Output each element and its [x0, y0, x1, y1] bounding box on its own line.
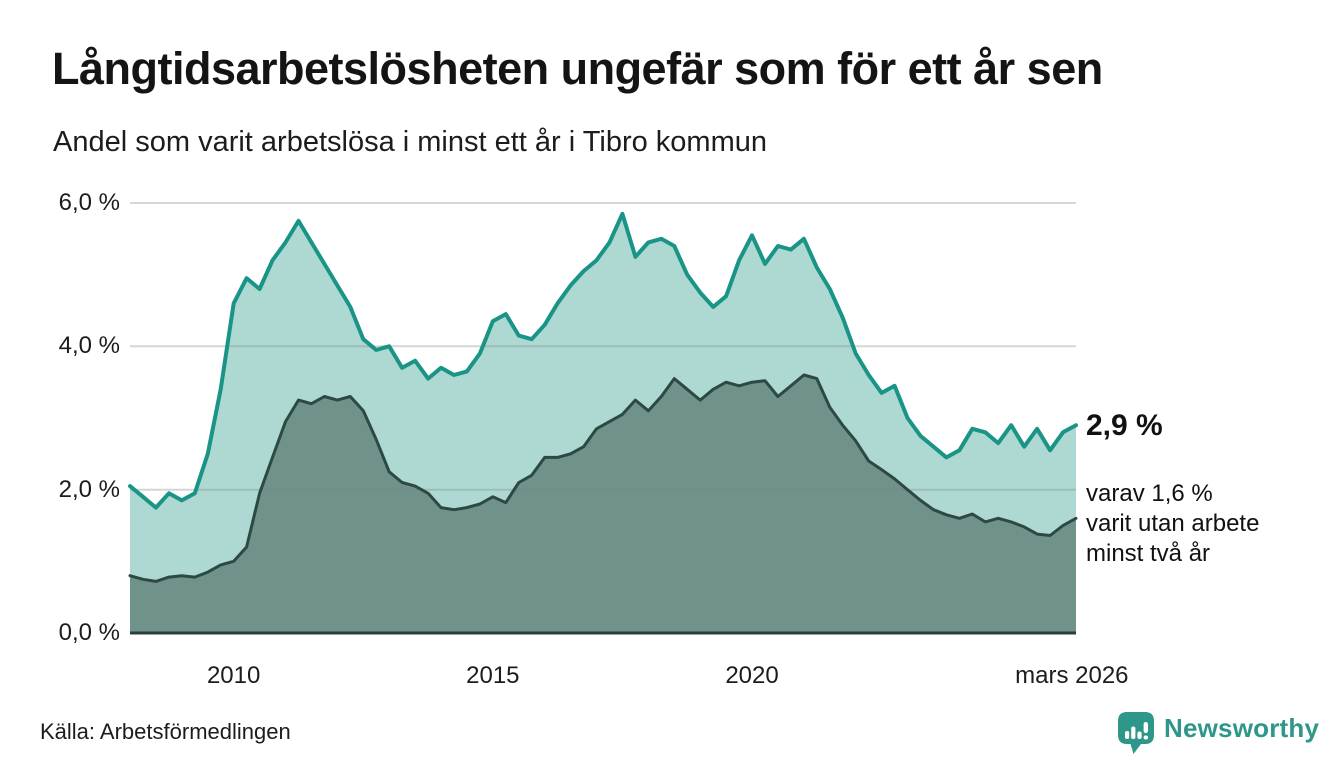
breakdown-annotation-line: minst två år — [1086, 540, 1211, 567]
line-minst-ett-ar — [128, 211, 1078, 510]
source-attribution: Källa: Arbetsförmedlingen — [40, 719, 291, 744]
breakdown-annotation-line: varav 1,6 % — [1086, 480, 1213, 507]
x-tick-label-2020: 2020 — [725, 662, 779, 689]
breakdown-annotation: varav 1,6 % varit utan arbete minst två år — [1086, 479, 1259, 569]
latest-value-label: 2,9 % — [1086, 409, 1163, 442]
x-tick-label-2010: 2010 — [206, 662, 261, 689]
chart-subtitle: Andel som varit arbetslösa i minst ett å… — [53, 126, 767, 158]
y-tick-label-6: 6,0 % — [58, 189, 120, 216]
line-minst-tva-ar — [128, 373, 1078, 583]
chart-title: Långtidsarbetslösheten ungefär som för e… — [52, 43, 1103, 94]
area-fills — [130, 213, 1076, 634]
gridlines — [130, 202, 1076, 491]
y-tick-label-0: 0,0 % — [58, 619, 120, 646]
newsworthy-logo-text: Newsworthy — [1164, 713, 1320, 743]
x-tick-label-2015: 2015 — [466, 662, 520, 689]
fill-minst-tva-ar — [130, 375, 1076, 633]
y-tick-label-4: 4,0 % — [58, 332, 120, 360]
newsworthy-logo-icon — [1118, 712, 1154, 754]
newsworthy-logo: Newsworthy — [1117, 711, 1319, 755]
y-tick-label-2: 2,0 % — [58, 475, 120, 503]
breakdown-annotation-line: varit utan arbete — [1086, 510, 1260, 537]
x-tick-label-mars-2026: mars 2026 — [1015, 662, 1129, 689]
